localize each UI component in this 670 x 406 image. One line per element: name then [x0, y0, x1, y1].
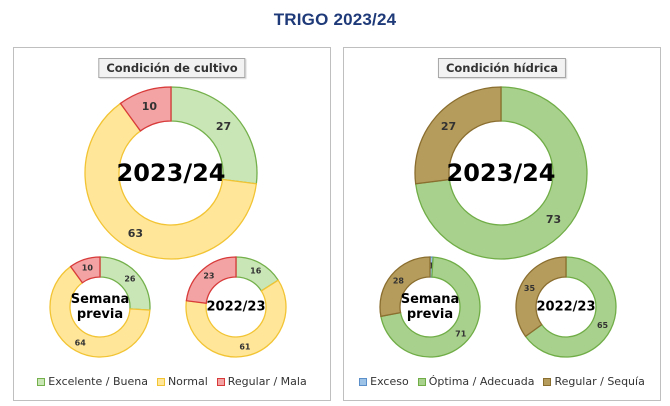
slice-value-label: 65: [597, 321, 609, 330]
donut-center-label: 2022/23: [536, 300, 595, 315]
slice-value-label: 64: [75, 338, 87, 347]
donut-2: 1 71 28 Semana previa: [379, 256, 481, 358]
donut-center-label: Semana previa: [71, 292, 130, 322]
legend-swatch-icon: [37, 377, 46, 386]
slice-value-label: 63: [128, 227, 143, 240]
legend-item-normal: Normal: [156, 375, 208, 388]
donut-center-label: Semana previa: [401, 292, 460, 322]
water-condition-legend: Exceso Óptima / Adecuada Regular / Sequí…: [344, 375, 660, 388]
legend-label: Exceso: [370, 375, 409, 388]
slice-value-label: 27: [216, 120, 231, 133]
crop-condition-legend: Excelente / Buena Normal Regular / Mala: [14, 375, 330, 388]
donut-slice: [185, 256, 237, 304]
slice-value-label: 35: [524, 284, 536, 293]
legend-swatch-icon: [359, 377, 368, 386]
legend-label: Regular / Mala: [227, 375, 307, 388]
slice-value-label: 16: [250, 267, 262, 276]
legend-label: Normal: [167, 375, 208, 388]
donut-3: 065352022/23: [515, 256, 617, 358]
legend-item-optima: Óptima / Adecuada: [417, 375, 535, 388]
slice-value-label: 1: [428, 262, 434, 271]
legend-item-regular-mala: Regular / Mala: [216, 375, 307, 388]
water-condition-panel: 073272023/2417128Semanaprevia065352022/2…: [343, 47, 661, 401]
crop-condition-title: Condición de cultivo: [98, 58, 246, 78]
legend-swatch-icon: [216, 377, 225, 386]
legend-label: Excelente / Buena: [48, 375, 148, 388]
donut-slice: [414, 86, 588, 260]
legend-item-excelente: Excelente / Buena: [37, 375, 148, 388]
donut-center-label: 2023/24: [447, 159, 556, 187]
water-condition-title: Condición hídrica: [437, 58, 567, 78]
legend-swatch-icon: [417, 377, 426, 386]
donut-2: 26 64 10 Semana previa: [49, 256, 151, 358]
slice-value-label: 61: [239, 343, 251, 352]
legend-item-sequia: Regular / Sequía: [543, 375, 645, 388]
crop-condition-panel: 27 63 10 2023/24 26 64 10 Semana previa 16 61 23 202…: [13, 47, 331, 401]
donut-3: 16 61 23 2022/23: [185, 256, 287, 358]
donut-slice: [380, 256, 481, 358]
donut-slice: [119, 86, 172, 132]
donut-center-label: 2023/24: [117, 159, 226, 187]
slice-value-label: 10: [82, 264, 94, 273]
donut-slice: [379, 256, 431, 318]
page-title: TRIGO 2023/24: [273, 10, 397, 29]
donut-1: 27 63 10 2023/24: [84, 86, 258, 260]
legend-item-exceso: Exceso: [359, 375, 409, 388]
legend-label: Regular / Sequía: [554, 375, 645, 388]
crop-condition-donuts: 27 63 10 2023/24 26 64 10 Semana previa 16 61 23 202…: [49, 86, 287, 358]
slice-value-label: 26: [124, 274, 136, 283]
slice-value-label: 71: [455, 330, 467, 339]
legend-swatch-icon: [543, 377, 552, 386]
donut-center-label: 2022/23: [206, 300, 265, 315]
donut-slice: [185, 279, 287, 358]
slice-value-label: 23: [203, 272, 214, 281]
donut-slice: [515, 256, 567, 338]
slice-value-label: 28: [393, 276, 405, 285]
slice-value-label: 73: [546, 213, 561, 226]
legend-label: Óptima / Adecuada: [428, 375, 535, 388]
donut-slice: [69, 256, 101, 284]
donut-slice: [84, 102, 258, 260]
donut-slice: [414, 86, 502, 185]
donut-slice: [49, 265, 151, 358]
donut-slice: [524, 256, 617, 358]
donut-1: 073272023/24: [414, 86, 588, 260]
slice-value-label: 27: [441, 120, 456, 133]
water-condition-donuts: 073272023/2417128Semanaprevia065352022/2…: [379, 86, 617, 358]
legend-swatch-icon: [156, 377, 165, 386]
slice-value-label: 10: [142, 100, 158, 113]
